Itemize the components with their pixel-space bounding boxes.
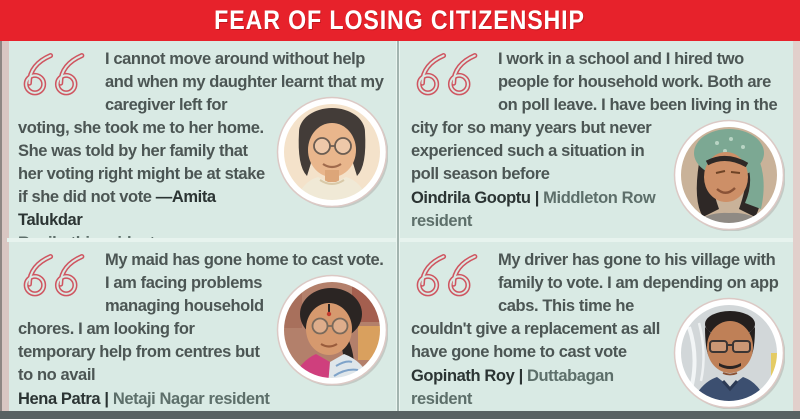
attribution-separator: | (104, 390, 109, 408)
quote-text-end: so many years but never experienced such… (411, 119, 652, 183)
quote-text-start: I cannot move around without help and wh… (105, 50, 384, 91)
attribution: Oindrila Gooptu | Middleton Row resident (411, 187, 785, 233)
quote-text-end: managing household chores. I am looking … (18, 297, 264, 384)
quote-card-gopinath-roy: My driver has gone to his village with f… (400, 242, 793, 411)
speaker-location: Duttabagan resident (411, 367, 614, 408)
quote-marks-icon (18, 252, 96, 298)
portrait-gopinath-roy (673, 297, 785, 409)
quote-text-start: My driver has gone to his village with f… (498, 251, 779, 292)
speaker-location: Middleton Row resident (411, 189, 656, 230)
attribution: —Amita Talukdar Ranikuthi resident (18, 188, 216, 238)
bottom-border-bar (0, 411, 800, 419)
speaker-name: Hena Patra (18, 390, 101, 408)
quote-marks-icon (411, 51, 489, 97)
quote-text-start: I work in a school and I hired two peopl… (411, 50, 778, 137)
column-divider (396, 41, 400, 411)
speaker-location: Ranikuthi resident (18, 234, 155, 238)
attribution: Gopinath Roy | Duttabagan resident (411, 365, 785, 411)
attribution-separator: | (518, 367, 524, 385)
left-edge-strip (0, 41, 9, 419)
quote-card-oindrila-gooptu: I work in a school and I hired two peopl… (400, 41, 793, 238)
attribution: Hena Patra | Netaji Nagar resident (18, 388, 388, 411)
portrait-oindrila-gooptu (673, 119, 785, 231)
quote-marks-icon (411, 252, 489, 298)
portrait-hena-patra (276, 274, 388, 386)
right-edge-strip (793, 41, 800, 419)
speaker-name: Oindrila Gooptu (411, 189, 531, 207)
speaker-name: —Amita Talukdar (18, 188, 216, 229)
quote-card-hena-patra: My maid has gone home to cast vote. I am… (7, 242, 396, 411)
quote-text-start: My maid has gone home to cast vote. I am… (105, 251, 384, 292)
portrait-amita-talukdar (276, 96, 388, 208)
quote-text-end: cabs. This time he couldn't give a repla… (411, 297, 660, 361)
row-divider (400, 238, 793, 242)
header-bar: FEAR OF LOSING CITIZENSHIP (0, 0, 800, 41)
row-divider (7, 238, 396, 242)
attribution-separator: | (534, 189, 540, 207)
quote-marks-icon (18, 51, 96, 97)
quote-card-amita-talukdar: I cannot move around without help and wh… (7, 41, 396, 238)
page-title: FEAR OF LOSING CITIZENSHIP (214, 5, 586, 35)
quote-text-end: caregiver left for voting, she took me t… (18, 96, 265, 206)
speaker-name: Gopinath Roy (411, 367, 515, 385)
quotes-grid: I cannot move around without help and wh… (7, 41, 793, 411)
speaker-location: Netaji Nagar resident (112, 390, 270, 408)
